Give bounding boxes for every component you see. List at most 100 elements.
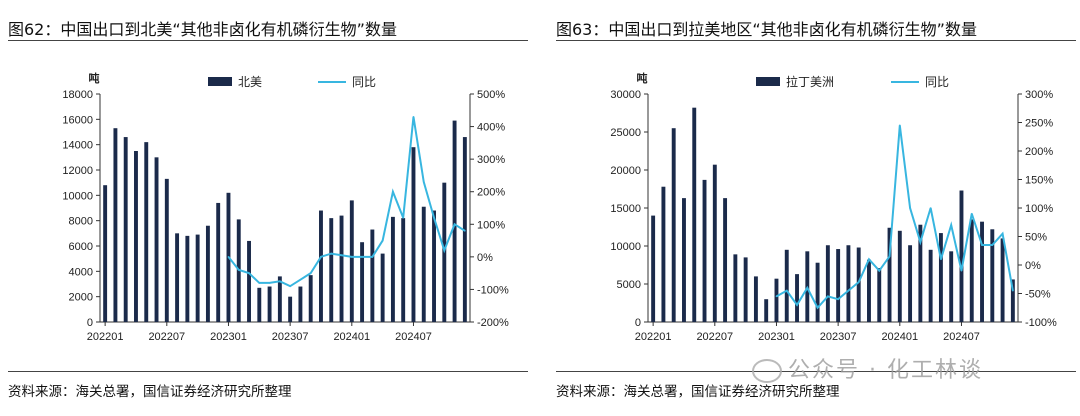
- bar: [339, 215, 344, 322]
- bar: [753, 276, 758, 322]
- y2-tick-label: 50%: [1025, 232, 1047, 244]
- legend-swatch-bar: [756, 77, 780, 86]
- bar: [795, 274, 799, 322]
- line-point: [248, 272, 250, 274]
- legend-swatch-bar: [208, 77, 232, 86]
- x-tick-label: 202207: [696, 331, 733, 343]
- x-tick-label: 202407: [943, 331, 980, 343]
- line-point: [361, 256, 363, 258]
- y2-tick-label: 300%: [1025, 89, 1053, 101]
- bar: [432, 210, 436, 322]
- y-tick-label: 16000: [62, 114, 93, 126]
- bar: [175, 233, 180, 322]
- y-tick-label: 0: [87, 317, 93, 329]
- bar: [897, 230, 902, 322]
- line-point: [237, 269, 240, 271]
- line-point: [381, 239, 384, 242]
- y-tick-label: 10000: [62, 190, 93, 202]
- y-tick-label: 2000: [69, 292, 93, 304]
- bar: [308, 275, 313, 322]
- y2-tick-label: 200%: [477, 187, 505, 199]
- bar: [319, 210, 323, 322]
- bar: [651, 215, 656, 322]
- y2-tick-label: 0%: [477, 252, 493, 264]
- y-tick-label: 8000: [69, 216, 93, 228]
- bar: [329, 218, 334, 322]
- y-axis-unit: 吨: [637, 71, 648, 85]
- bar: [846, 245, 851, 322]
- bar: [103, 185, 108, 322]
- bar: [216, 202, 221, 322]
- x-tick-label: 202307: [272, 331, 309, 343]
- line-point: [464, 230, 466, 232]
- bar: [825, 245, 830, 322]
- bar: [774, 278, 779, 322]
- line-point: [991, 244, 994, 246]
- bar: [277, 276, 282, 322]
- bar: [887, 227, 892, 322]
- line-point: [796, 304, 798, 306]
- y2-tick-label: 250%: [1025, 118, 1053, 130]
- y-tick-label: 14000: [62, 140, 93, 152]
- y-tick-label: 5000: [617, 279, 641, 291]
- y-tick-label: 20000: [610, 165, 641, 177]
- line-point: [806, 287, 809, 289]
- bar: [969, 219, 974, 322]
- x-tick-label: 202301: [758, 331, 795, 343]
- line-point: [919, 241, 922, 243]
- series-line-yoy: [227, 116, 466, 288]
- chart-panel-latin-america: 图63：中国出口到拉美地区“其他非卤化有机磷衍生物”数量 0 5000 10000 1…: [556, 0, 1076, 416]
- bar: [661, 186, 666, 322]
- y-tick-label: 25000: [610, 127, 641, 139]
- bar: [918, 224, 923, 322]
- y-tick-label: 15000: [610, 203, 641, 215]
- y2-tick-label: -50%: [1025, 289, 1051, 301]
- line-point: [453, 223, 456, 226]
- bar: [764, 299, 769, 322]
- x-tick-label: 202207: [148, 331, 185, 343]
- y-tick-label: 12000: [62, 165, 93, 177]
- line-point: [981, 244, 983, 246]
- bar: [949, 251, 954, 322]
- bar: [980, 221, 984, 322]
- line-point: [289, 285, 291, 287]
- bar: [380, 253, 385, 322]
- bar: [144, 142, 149, 322]
- bar: [723, 198, 728, 322]
- line-point: [1001, 232, 1004, 235]
- bar: [784, 249, 789, 322]
- title-divider: [8, 40, 528, 41]
- line-point: [837, 298, 839, 301]
- y-tick-label: 18000: [62, 89, 93, 101]
- y-tick-label: 0: [635, 317, 641, 329]
- bar: [702, 179, 707, 322]
- y2-tick-label: 500%: [477, 89, 505, 101]
- y-tick-label: 10000: [610, 241, 641, 253]
- y-tick-label: 6000: [69, 241, 93, 253]
- bar: [908, 245, 913, 322]
- line-point: [888, 255, 891, 258]
- bar: [682, 198, 686, 322]
- x-tick-label: 202307: [820, 331, 857, 343]
- bar: [360, 242, 365, 322]
- line-point: [320, 256, 322, 258]
- line-point: [816, 306, 819, 309]
- bar: [671, 128, 676, 322]
- legend-label-line: 同比: [352, 75, 376, 89]
- bar: [185, 235, 190, 322]
- line-point: [279, 280, 281, 283]
- line-point: [258, 282, 261, 284]
- line-point: [227, 256, 230, 258]
- line-point: [940, 258, 942, 261]
- line-point: [392, 190, 394, 193]
- bar: [195, 234, 200, 322]
- line-point: [929, 207, 932, 209]
- bar: [401, 218, 406, 322]
- bar: [990, 229, 995, 322]
- chart-svg: 0 2000 4000 6000 8000 10000 12000 14000 16000 180…: [62, 71, 509, 343]
- line-point: [950, 224, 952, 226]
- x-tick-label: 202301: [210, 331, 247, 343]
- x-tick-label: 202201: [635, 331, 672, 343]
- y2-tick-label: -100%: [477, 284, 509, 296]
- line-point: [299, 278, 302, 281]
